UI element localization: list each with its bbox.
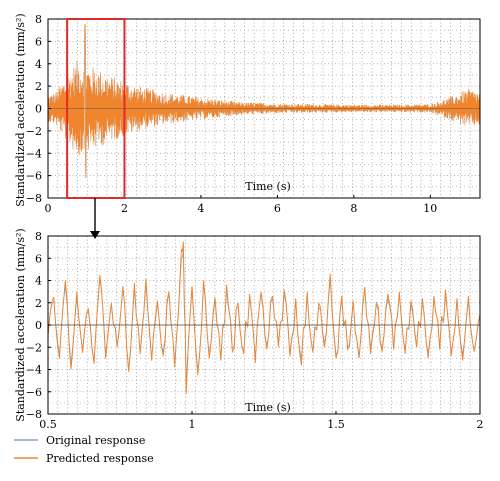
bottom-ytick-label: −2 [26, 341, 42, 354]
bottom-ytick-label: −4 [26, 364, 42, 377]
top-chart-ticks: −8 −6 −4 −2 0 2 4 6 8 0 2 4 6 8 10 [26, 13, 438, 215]
top-ytick-label: 2 [35, 80, 42, 93]
top-ytick-label: −8 [26, 192, 42, 205]
bottom-chart-signal [47, 241, 481, 394]
bottom-xtick-label: 0.5 [39, 418, 57, 431]
bottom-chart: −8 −6 −4 −2 0 2 4 6 8 0.5 1 1.5 2 Time (s) Standardi… [14, 228, 484, 431]
top-chart-xlabel: Time (s) [245, 180, 291, 193]
bottom-xtick-label: 1.5 [327, 418, 345, 431]
bottom-series-predicted [47, 241, 481, 394]
zoom-highlight-box [66, 18, 126, 199]
top-ytick-label: −4 [26, 147, 42, 160]
bottom-xtick-label: 2 [477, 418, 484, 431]
top-xtick-label: 6 [274, 202, 281, 215]
bottom-chart-xlabel: Time (s) [245, 401, 291, 414]
top-series-predicted [47, 24, 481, 179]
top-chart: −8 −6 −4 −2 0 2 4 6 8 0 2 4 6 8 10 Time (s) Standardiz… [14, 13, 481, 215]
bottom-chart-grid [48, 236, 480, 414]
bottom-ytick-label: 6 [35, 252, 42, 265]
legend: Original response Predicted response [14, 434, 154, 465]
bottom-ytick-label: 0 [35, 319, 42, 332]
zoom-arrow [90, 198, 100, 239]
top-xtick-label: 2 [121, 202, 128, 215]
bottom-chart-ticks: −8 −6 −4 −2 0 2 4 6 8 0.5 1 1.5 2 [26, 230, 484, 431]
top-ytick-label: −2 [26, 125, 42, 138]
top-ytick-label: −6 [26, 170, 42, 183]
top-ytick-label: 8 [35, 13, 42, 26]
top-ytick-label: 4 [35, 58, 42, 71]
bottom-ytick-label: 2 [35, 297, 42, 310]
top-xtick-label: 8 [350, 202, 357, 215]
top-ytick-label: 6 [35, 35, 42, 48]
top-xtick-label: 4 [197, 202, 204, 215]
legend-original-label: Original response [46, 434, 145, 447]
bottom-chart-ylabel: Standardized acceleration (mm/s²) [14, 228, 27, 421]
bottom-xtick-label: 1 [189, 418, 196, 431]
top-chart-ylabel: Standardized acceleration (mm/s²) [14, 13, 27, 206]
bottom-ytick-label: 8 [35, 230, 42, 243]
top-xtick-label: 10 [423, 202, 437, 215]
top-chart-signal [47, 24, 481, 179]
bottom-ytick-label: −8 [26, 408, 42, 421]
top-ytick-label: 0 [35, 103, 42, 116]
bottom-ytick-label: 4 [35, 275, 42, 288]
legend-predicted-label: Predicted response [46, 452, 154, 465]
bottom-ytick-label: −6 [26, 386, 42, 399]
top-xtick-label: 0 [45, 202, 52, 215]
